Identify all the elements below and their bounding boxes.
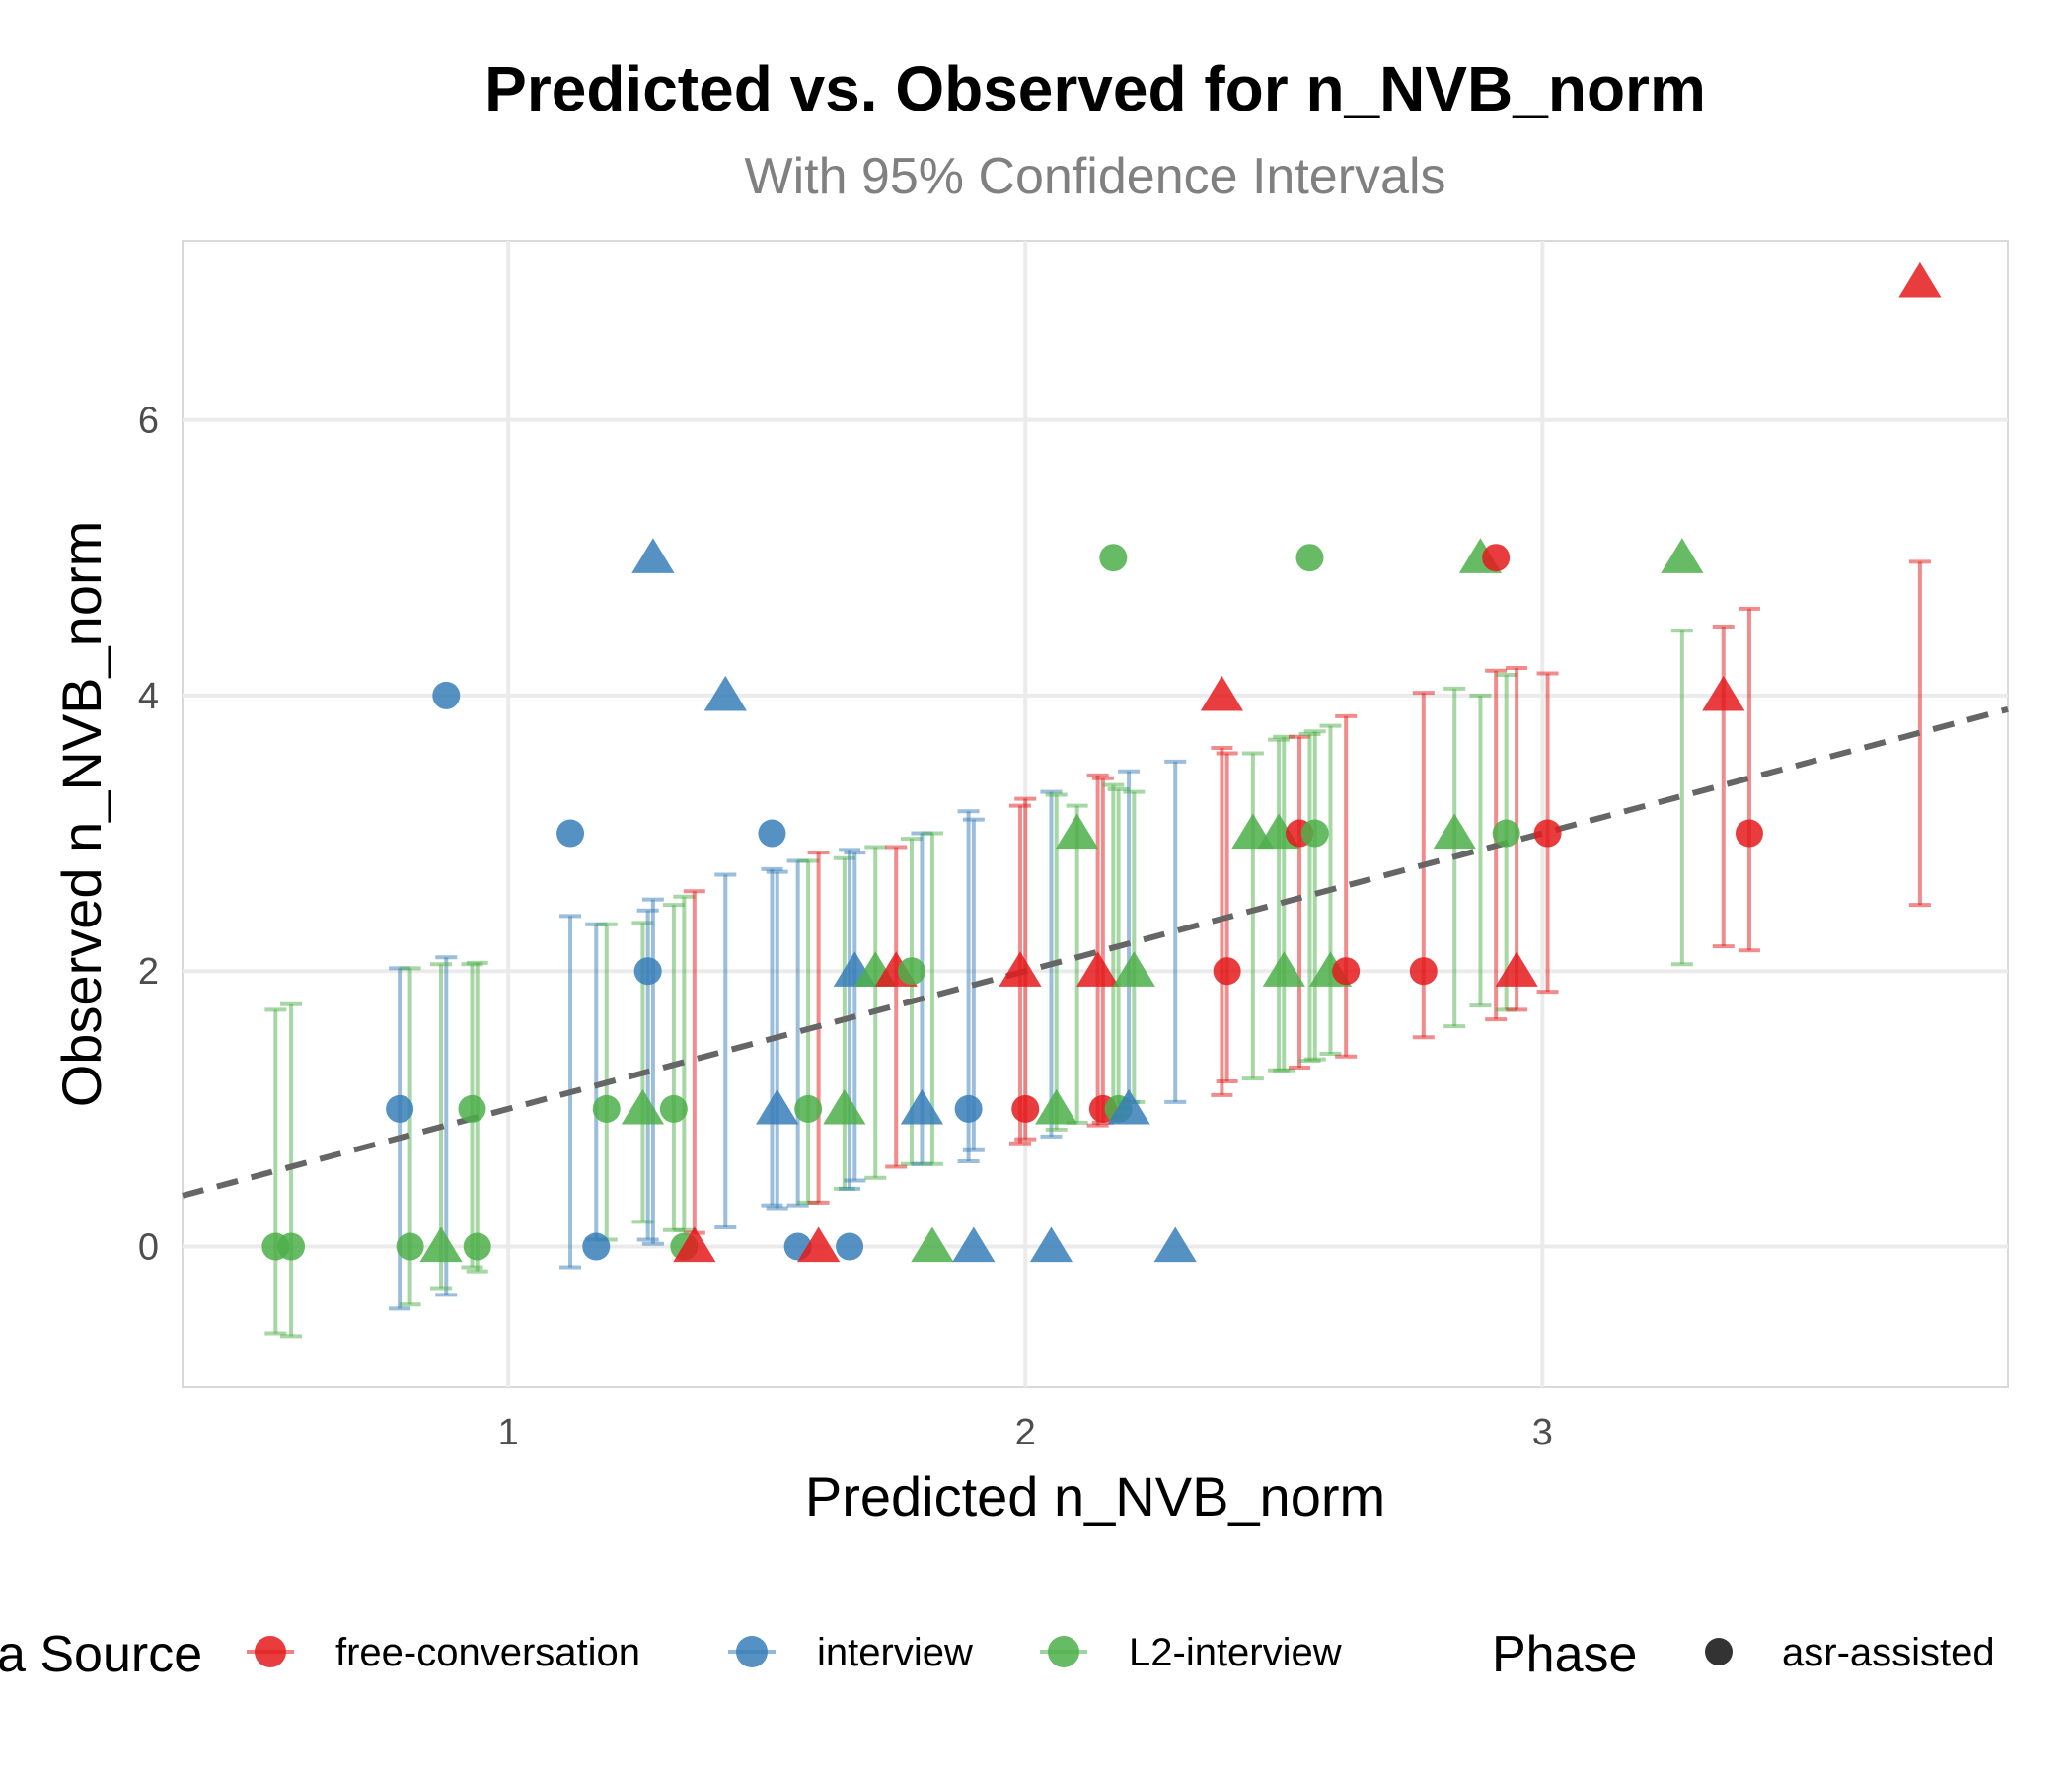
legend-label-interview: interview: [817, 1631, 973, 1674]
data-point-circle: [1409, 957, 1438, 986]
error-bar: [1908, 559, 1931, 908]
x-axis-ticks: 1 2 3: [498, 1412, 1553, 1453]
x-tick-label: 1: [498, 1412, 519, 1453]
legend-label-free-conversation: free-conversation: [335, 1631, 640, 1674]
data-point-circle: [1482, 544, 1511, 572]
error-bar: [641, 897, 664, 1246]
data-point-triangle: [703, 675, 747, 711]
data-point-triangle: [1035, 1088, 1078, 1125]
data-point-circle: [954, 1094, 983, 1123]
y-axis-title: Observed n_NVB_norm: [50, 521, 112, 1108]
data-point-circle: [386, 1094, 414, 1123]
data-point-triangle: [1200, 675, 1243, 711]
data-point-circle: [277, 1232, 306, 1261]
error-bar: [1241, 751, 1264, 1081]
y-tick-label: 2: [138, 951, 159, 993]
x-tick-label: 2: [1015, 1412, 1036, 1453]
data-point-triangle: [1495, 951, 1538, 987]
data-point-triangle: [952, 1226, 996, 1263]
data-point-triangle: [1112, 951, 1155, 987]
data-point-circle: [1492, 819, 1520, 848]
error-bar: [714, 872, 737, 1229]
data-point-triangle: [1056, 813, 1099, 850]
data-point-circle: [1011, 1094, 1040, 1123]
data-point-triangle: [1702, 675, 1745, 711]
data-point-circle: [1213, 957, 1241, 986]
data-point-triangle: [1076, 951, 1120, 987]
data-point-circle: [1332, 957, 1361, 986]
data-point-circle: [1300, 819, 1329, 848]
error-bar: [1335, 713, 1358, 1059]
y-tick-label: 4: [138, 676, 159, 717]
data-point-triangle: [419, 1226, 463, 1263]
data-point-circle: [897, 957, 925, 986]
data-point-triangle: [621, 1088, 665, 1125]
data-points: [261, 261, 1942, 1263]
data-point-triangle: [911, 1226, 954, 1263]
error-bar: [1670, 629, 1693, 967]
data-point-circle: [556, 819, 585, 848]
error-bar: [1303, 729, 1326, 1062]
data-point-triangle: [1262, 951, 1305, 987]
data-point-circle: [633, 957, 662, 986]
data-point-triangle: [1153, 1226, 1197, 1263]
legend-label-L2-interview: L2-interview: [1129, 1631, 1342, 1674]
data-point-triangle: [999, 951, 1042, 987]
data-point-circle: [794, 1094, 823, 1123]
x-axis-title: Predicted n_NVB_norm: [805, 1465, 1385, 1527]
legend-item-asr-assisted: asr-assisted: [1705, 1631, 1995, 1674]
error-bar: [1086, 773, 1109, 1128]
data-point-triangle: [900, 1088, 944, 1125]
error-bar: [1289, 734, 1311, 1070]
data-point-triangle: [756, 1088, 799, 1125]
data-point-triangle: [823, 1088, 866, 1125]
legend-label-asr-assisted: asr-assisted: [1782, 1631, 1995, 1674]
data-point-circle: [836, 1232, 864, 1261]
data-point-circle: [463, 1232, 491, 1261]
error-bar: [264, 1007, 287, 1336]
y-axis-ticks: 0 2 4 6: [138, 401, 159, 1269]
legend-source-title: a Source: [0, 1626, 202, 1683]
legend: a Source free-conversation interview L2-…: [0, 1626, 1995, 1683]
chart-title: Predicted vs. Observed for n_NVB_norm: [484, 53, 1706, 124]
data-point-triangle: [1433, 813, 1476, 850]
data-point-circle: [458, 1094, 486, 1123]
x-tick-label: 3: [1532, 1412, 1553, 1453]
data-point-circle: [592, 1094, 621, 1123]
data-point-circle: [659, 1094, 688, 1123]
data-point-circle: [1533, 819, 1562, 848]
chart-subtitle: With 95% Confidence Intervals: [744, 148, 1445, 205]
data-point-triangle: [673, 1226, 716, 1263]
data-point-triangle: [797, 1226, 841, 1263]
y-tick-label: 0: [138, 1227, 159, 1269]
data-point-circle: [582, 1232, 611, 1261]
data-point-circle: [758, 819, 786, 848]
data-point-circle: [1295, 544, 1324, 572]
plot-panel: [182, 240, 2009, 1388]
data-point-triangle: [1107, 1088, 1150, 1125]
y-tick-label: 6: [138, 401, 159, 442]
legend-item-interview: interview: [728, 1631, 973, 1674]
identity-reference-line: [182, 705, 2009, 1199]
error-bar: [1738, 606, 1760, 953]
data-point-circle: [1099, 544, 1128, 572]
data-point-triangle: [1898, 261, 1942, 298]
data-point-circle: [396, 1232, 424, 1261]
data-point-triangle: [1661, 538, 1704, 573]
error-bar: [1469, 693, 1492, 1008]
error-bar: [885, 845, 908, 1169]
error-bar: [1164, 759, 1187, 1104]
data-point-circle: [432, 681, 461, 709]
data-point-triangle: [1029, 1226, 1073, 1263]
error-bar: [280, 1001, 303, 1339]
error-bars: [264, 559, 1931, 1339]
data-point-triangle: [631, 538, 675, 573]
legend-item-L2-interview: L2-interview: [1040, 1631, 1342, 1674]
reference-line-group: [182, 705, 2009, 1199]
legend-phase-title: Phase: [1492, 1626, 1637, 1683]
data-point-circle: [1735, 819, 1763, 848]
legend-item-free-conversation: free-conversation: [247, 1631, 640, 1674]
